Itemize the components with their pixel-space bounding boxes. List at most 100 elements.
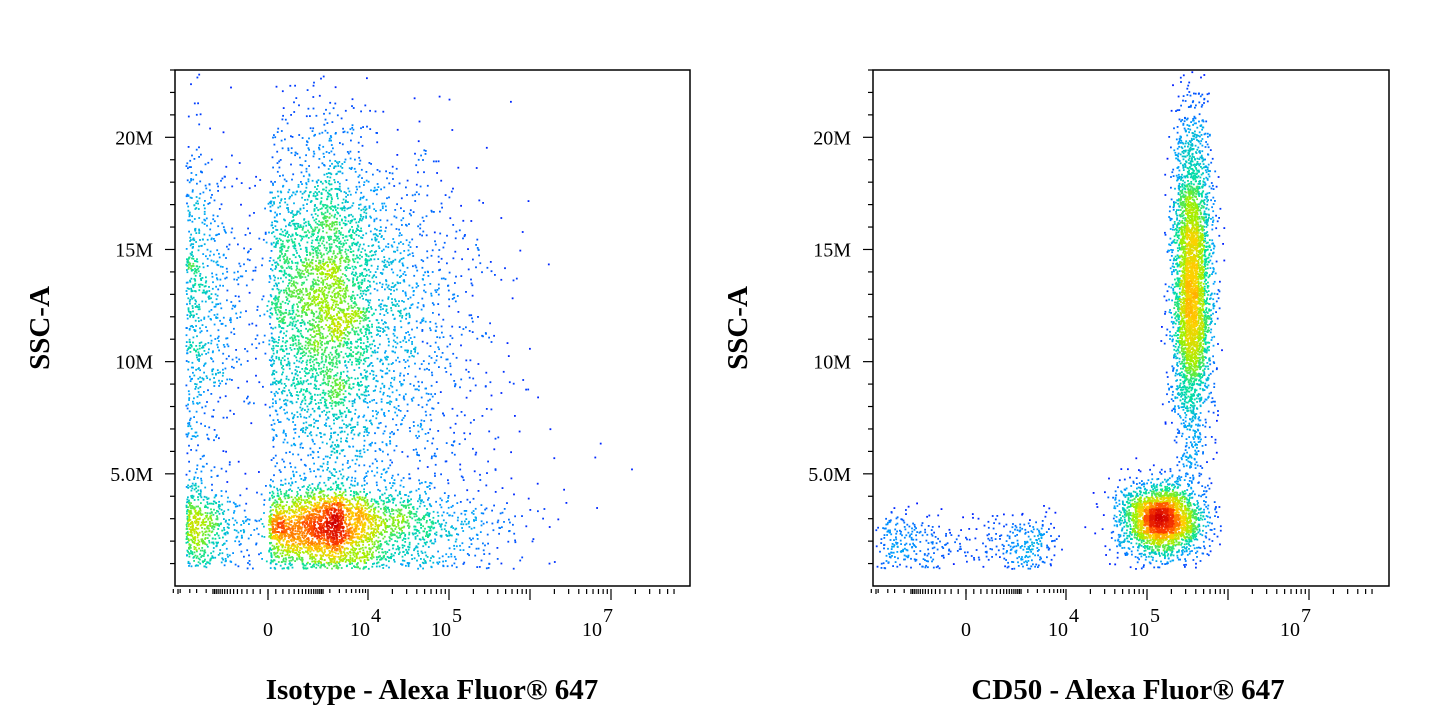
event-dot bbox=[357, 221, 360, 223]
event-dot bbox=[415, 448, 417, 451]
event-dot bbox=[310, 200, 313, 202]
event-dot bbox=[288, 279, 291, 281]
event-dot bbox=[379, 540, 382, 542]
event-dot bbox=[374, 271, 377, 273]
event-dot bbox=[195, 410, 198, 413]
event-dot bbox=[185, 404, 188, 407]
event-dot bbox=[361, 295, 363, 297]
event-dot bbox=[432, 312, 434, 314]
event-dot bbox=[289, 316, 292, 319]
event-dot bbox=[333, 413, 336, 416]
event-dot bbox=[422, 515, 425, 518]
event-dot bbox=[449, 534, 452, 537]
event-dot bbox=[305, 352, 307, 355]
event-dot bbox=[288, 309, 291, 312]
event-dot bbox=[295, 320, 298, 323]
event-dot bbox=[338, 221, 341, 224]
event-dot bbox=[401, 563, 404, 566]
event-dot bbox=[306, 410, 309, 413]
event-dot bbox=[348, 167, 351, 170]
event-dot bbox=[288, 451, 291, 453]
event-dot bbox=[395, 346, 397, 349]
event-dot bbox=[232, 304, 234, 307]
event-dot bbox=[409, 209, 412, 212]
event-dot bbox=[400, 497, 403, 500]
event-dot bbox=[430, 292, 433, 295]
event-dot bbox=[319, 239, 321, 242]
event-dot bbox=[502, 370, 505, 373]
event-dot bbox=[370, 362, 373, 364]
event-dot bbox=[322, 391, 325, 394]
event-dot bbox=[263, 334, 266, 337]
event-dot bbox=[310, 242, 313, 244]
event-dot bbox=[191, 154, 193, 157]
event-dot bbox=[440, 202, 443, 205]
event-dot bbox=[321, 441, 324, 444]
event-dot bbox=[327, 235, 329, 238]
event-dot bbox=[438, 348, 440, 351]
event-dot bbox=[377, 258, 380, 260]
event-dot bbox=[332, 482, 335, 485]
event-dot bbox=[215, 317, 218, 319]
event-dot bbox=[399, 320, 402, 323]
event-dot bbox=[192, 366, 194, 369]
event-dot bbox=[364, 476, 366, 478]
event-dot bbox=[203, 363, 206, 366]
event-dot bbox=[242, 529, 245, 531]
event-dot bbox=[214, 556, 217, 559]
event-dot bbox=[310, 235, 313, 238]
event-dot bbox=[227, 508, 230, 511]
event-dot bbox=[313, 81, 315, 84]
event-dot bbox=[254, 184, 256, 187]
event-dot bbox=[360, 127, 362, 130]
event-dot bbox=[293, 354, 296, 357]
event-dot bbox=[195, 202, 198, 205]
event-dot bbox=[204, 184, 207, 187]
event-dot bbox=[375, 319, 378, 321]
event-dot bbox=[298, 435, 300, 438]
event-dot bbox=[423, 518, 425, 521]
event-dot bbox=[291, 322, 294, 325]
event-dot bbox=[317, 209, 320, 211]
event-dot bbox=[359, 372, 362, 375]
event-dot bbox=[290, 152, 293, 154]
event-dot bbox=[194, 269, 197, 272]
event-dot bbox=[450, 373, 452, 376]
event-dot bbox=[186, 510, 188, 513]
event-dot bbox=[361, 144, 364, 147]
event-dot bbox=[403, 308, 406, 311]
event-dot bbox=[372, 415, 374, 418]
event-dot bbox=[302, 204, 305, 207]
event-dot bbox=[437, 550, 439, 553]
event-dot bbox=[311, 395, 313, 398]
event-dot bbox=[238, 540, 241, 543]
event-dot bbox=[310, 227, 313, 229]
event-dot bbox=[281, 348, 284, 351]
event-dot bbox=[328, 410, 331, 413]
event-dot bbox=[240, 203, 242, 206]
event-dot bbox=[275, 266, 278, 269]
event-dot bbox=[245, 487, 248, 490]
event-dot bbox=[309, 413, 312, 416]
event-dot bbox=[458, 326, 461, 328]
event-dot bbox=[379, 306, 382, 308]
event-dot bbox=[415, 266, 418, 269]
event-dot bbox=[199, 553, 201, 556]
event-dot bbox=[472, 537, 474, 540]
event-dot bbox=[363, 431, 366, 433]
event-dot bbox=[399, 490, 401, 493]
event-dot bbox=[293, 334, 296, 337]
event-dot bbox=[330, 432, 332, 435]
event-dot bbox=[454, 383, 457, 386]
event-dot bbox=[424, 490, 426, 493]
event-dot bbox=[210, 557, 213, 560]
event-dot bbox=[308, 194, 310, 197]
event-dot bbox=[436, 336, 439, 338]
event-dot bbox=[359, 159, 362, 162]
event-dot bbox=[472, 497, 475, 500]
event-dot bbox=[291, 210, 294, 212]
event-dot bbox=[194, 290, 196, 292]
event-dot bbox=[462, 530, 465, 532]
event-dot bbox=[203, 243, 206, 246]
event-dot bbox=[305, 183, 308, 186]
